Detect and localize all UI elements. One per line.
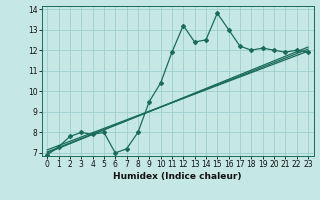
X-axis label: Humidex (Indice chaleur): Humidex (Indice chaleur): [113, 172, 242, 181]
